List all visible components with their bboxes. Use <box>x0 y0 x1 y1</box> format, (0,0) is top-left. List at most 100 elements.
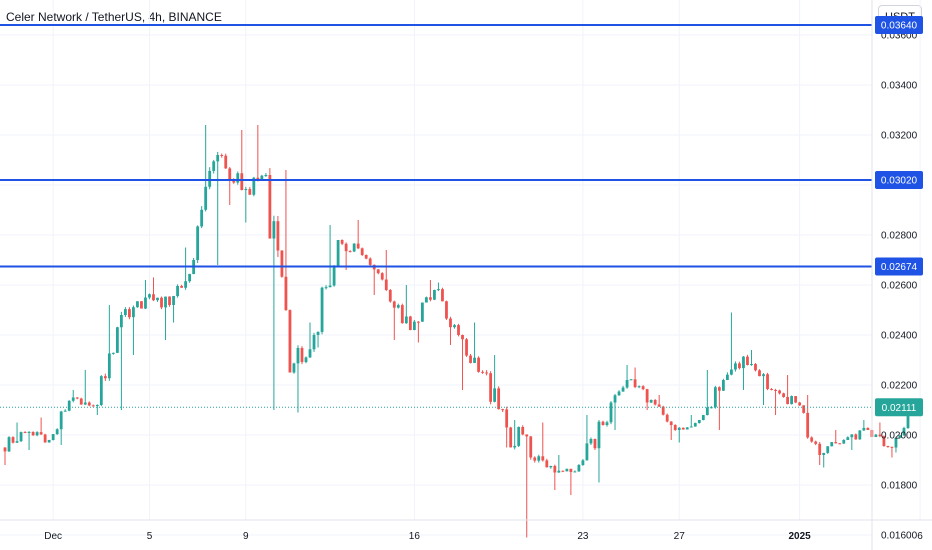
candle-body <box>637 386 641 388</box>
candle-body <box>726 374 729 380</box>
candle-body <box>641 386 645 390</box>
candle-body <box>388 290 392 302</box>
candle-body <box>396 305 400 308</box>
candle-body <box>830 442 834 447</box>
candle-body <box>164 296 167 308</box>
candle-body <box>501 409 505 411</box>
x-tick-label: 16 <box>409 531 421 542</box>
candle-body <box>103 376 107 379</box>
candle-body <box>838 443 842 445</box>
last-price-tag-label: 0.02111 <box>882 403 917 414</box>
candle-body <box>352 243 356 252</box>
candle-body <box>252 177 256 195</box>
candle-body <box>661 406 665 415</box>
candle-body <box>416 321 420 323</box>
price-axis[interactable]: 0.01600 0.01800 0.02000 0.02200 0.02400 0.026… <box>881 31 918 542</box>
candle-body <box>858 430 862 440</box>
candle-body <box>276 221 280 251</box>
candle-body <box>35 432 39 436</box>
candle-body <box>328 285 332 288</box>
price-level-tag <box>875 257 923 276</box>
candle-body <box>425 297 428 303</box>
candle-body <box>107 353 111 379</box>
candle-body <box>609 402 613 423</box>
candle-body <box>549 465 553 468</box>
candle-body <box>228 168 232 180</box>
candle-body <box>469 355 472 363</box>
candle-body <box>392 301 396 308</box>
candle-body <box>39 432 43 435</box>
candle-body <box>617 391 621 396</box>
candle-body <box>625 380 629 388</box>
candle-body <box>834 442 838 444</box>
candle-body <box>216 155 220 162</box>
candle-body <box>144 297 147 309</box>
candle-body <box>23 432 27 434</box>
y-tick-label: 0.02200 <box>881 381 918 392</box>
candle-body <box>818 443 822 455</box>
candle-body <box>585 443 589 461</box>
candle-body <box>212 161 216 171</box>
y-tick-label: 0.02400 <box>881 331 918 342</box>
candle-body <box>67 400 71 411</box>
candle-body <box>83 402 87 405</box>
horizontal-lines[interactable] <box>0 24 872 408</box>
candle-body <box>689 426 693 428</box>
candle-body <box>573 471 577 473</box>
candle-body <box>878 434 882 437</box>
candle-body <box>244 189 248 191</box>
y-tick-label: 0.03200 <box>881 131 918 142</box>
candle-body <box>589 438 593 444</box>
candle-body <box>457 325 460 335</box>
candle-body <box>284 276 288 311</box>
candle-body <box>529 436 533 458</box>
candle-body <box>665 414 669 422</box>
candle-body <box>176 285 179 297</box>
candle-body <box>493 388 497 402</box>
candle-body <box>750 364 753 366</box>
candle-body <box>240 173 244 190</box>
candle-body <box>449 318 452 328</box>
candle-body <box>657 404 661 407</box>
candle-body <box>368 258 372 265</box>
candle-body <box>790 396 794 405</box>
candle-body <box>846 437 850 440</box>
candle-body <box>802 405 806 413</box>
time-axis[interactable]: Dec591623272025613 <box>44 531 932 542</box>
candle-body <box>300 347 304 363</box>
candle-body <box>364 255 368 259</box>
candle-body <box>348 251 352 253</box>
candle-body <box>140 301 143 309</box>
candle-body <box>224 155 228 169</box>
candle-body <box>794 396 798 403</box>
candle-body <box>204 186 208 210</box>
candle-body <box>99 376 103 405</box>
candle-body <box>497 388 501 410</box>
candle-body <box>288 310 292 373</box>
candle-body <box>55 429 59 435</box>
candle-body <box>324 287 328 289</box>
candle-body <box>629 379 633 381</box>
candle-body <box>420 302 424 322</box>
candle-body <box>677 427 681 430</box>
candle-body <box>810 437 814 442</box>
candle-body <box>717 387 721 391</box>
candle-body <box>156 297 159 301</box>
candle-body <box>577 465 581 472</box>
candle-body <box>59 411 63 430</box>
candle-body <box>71 397 75 401</box>
candle-body <box>814 441 818 444</box>
candle-body <box>356 243 360 249</box>
candle-body <box>569 468 573 473</box>
candle-body <box>316 331 320 335</box>
candle-body <box>513 445 517 448</box>
candle-body <box>152 294 155 301</box>
x-tick-label: 9 <box>243 531 249 542</box>
candle-body <box>541 456 545 461</box>
candle-body <box>693 423 697 427</box>
candle-body <box>730 369 733 375</box>
candle-body <box>119 315 123 328</box>
candle-body <box>292 363 296 373</box>
candle-body <box>561 470 565 472</box>
